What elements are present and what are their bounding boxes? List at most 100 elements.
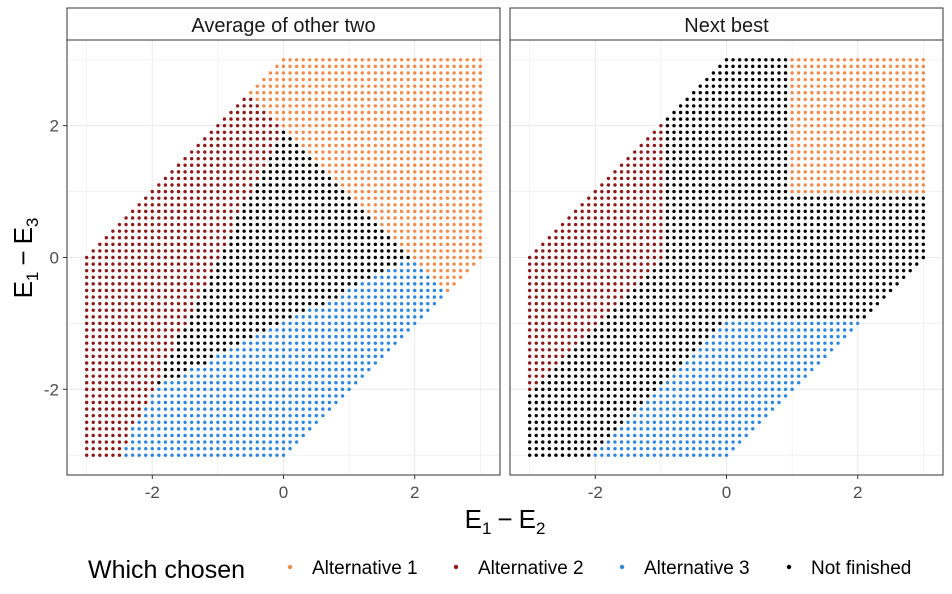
data-point: [144, 433, 148, 438]
data-point: [711, 117, 716, 121]
data-point: [189, 446, 194, 451]
data-point: [639, 361, 643, 365]
data-point: [262, 163, 266, 167]
data-point: [301, 315, 305, 319]
data-point: [639, 367, 643, 372]
data-point: [744, 400, 748, 405]
data-point: [639, 255, 643, 260]
data-point: [373, 242, 378, 247]
data-point: [157, 209, 161, 214]
data-point: [711, 104, 716, 108]
data-point: [222, 196, 227, 200]
data-point: [810, 315, 814, 319]
data-point: [163, 315, 168, 319]
data-point: [724, 427, 729, 431]
data-point: [406, 84, 410, 88]
data-point: [189, 209, 194, 214]
data-point: [301, 433, 305, 438]
data-point: [541, 427, 545, 431]
data-point: [426, 189, 430, 194]
data-point: [235, 361, 240, 365]
data-point: [235, 440, 240, 444]
data-point: [327, 315, 332, 319]
data-point: [593, 262, 597, 266]
data-point: [124, 308, 128, 312]
data-point: [731, 143, 735, 148]
data-point: [163, 413, 168, 418]
data-point: [478, 209, 483, 214]
data-point: [262, 295, 266, 299]
data-point: [580, 334, 584, 339]
data-point: [413, 249, 417, 253]
data-point: [144, 446, 148, 451]
data-point: [334, 334, 338, 339]
data-point: [619, 440, 624, 444]
data-point: [737, 183, 742, 187]
data-point: [406, 282, 410, 286]
data-point: [445, 268, 450, 273]
data-point: [321, 321, 325, 326]
data-point: [183, 255, 187, 260]
data-point: [98, 341, 102, 345]
data-point: [242, 196, 246, 200]
data-point: [452, 156, 456, 161]
data-point: [783, 288, 788, 293]
data-point: [737, 275, 742, 279]
data-point: [790, 229, 794, 233]
data-point: [301, 236, 305, 240]
data-point: [580, 242, 584, 247]
data-point: [554, 400, 558, 405]
data-point: [216, 242, 220, 247]
data-point: [744, 143, 748, 148]
data-point: [600, 427, 604, 431]
data-point: [288, 394, 292, 398]
data-point: [413, 282, 417, 286]
data-point: [547, 446, 552, 451]
data-point: [275, 137, 279, 141]
data-point: [777, 97, 781, 102]
data-point: [587, 374, 591, 378]
data-point: [183, 387, 187, 392]
data-point: [472, 189, 476, 194]
data-point: [288, 275, 292, 279]
data-point: [163, 361, 168, 365]
data-point: [321, 348, 325, 352]
data-point: [796, 71, 801, 75]
data-point: [606, 196, 611, 200]
data-point: [796, 295, 801, 299]
data-point: [639, 156, 643, 161]
data-point: [580, 420, 584, 424]
data-point: [547, 400, 552, 405]
data-point: [606, 216, 611, 220]
data-point: [262, 203, 266, 207]
data-point: [301, 150, 305, 154]
data-point: [478, 236, 483, 240]
data-point: [249, 110, 253, 115]
data-point: [281, 97, 286, 102]
data-point: [810, 117, 814, 121]
data-point: [698, 282, 702, 286]
data-point: [196, 249, 200, 253]
data-point: [751, 58, 755, 62]
data-point: [321, 394, 325, 398]
data-point: [718, 117, 722, 121]
data-point: [790, 288, 794, 293]
data-point: [580, 367, 584, 372]
data-point: [406, 110, 410, 115]
data-point: [478, 104, 483, 108]
data-point: [262, 209, 266, 214]
data-point: [737, 163, 742, 167]
data-point: [98, 433, 102, 438]
data-point: [744, 387, 748, 392]
data-point: [527, 420, 532, 424]
data-point: [744, 288, 748, 293]
data-point: [678, 446, 683, 451]
data-point: [465, 176, 469, 181]
data-point: [692, 236, 696, 240]
data-point: [432, 97, 437, 102]
data-point: [764, 222, 768, 227]
data-point: [554, 387, 558, 392]
data-point: [281, 420, 286, 424]
data-point: [606, 387, 611, 392]
data-point: [652, 183, 657, 187]
